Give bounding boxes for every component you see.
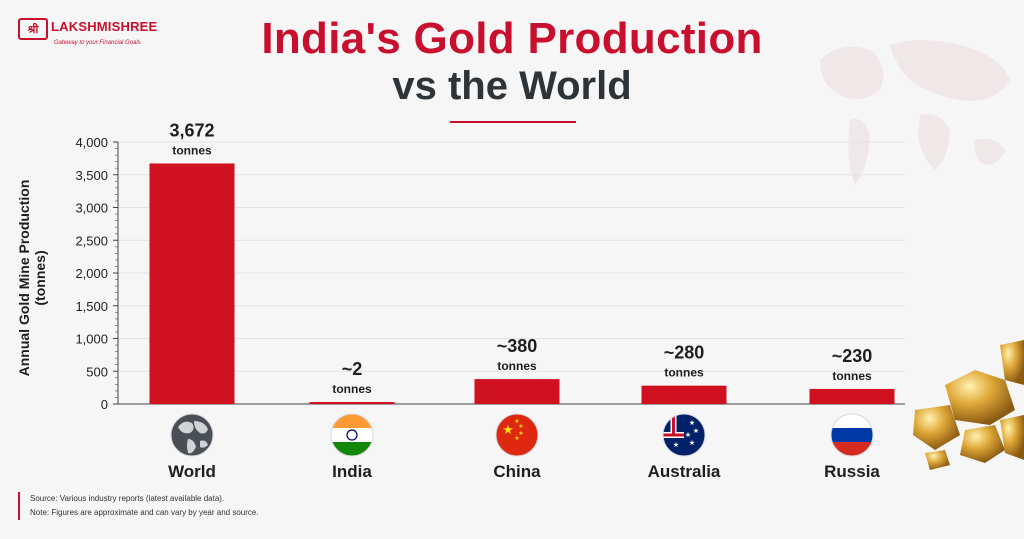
svg-text:★: ★ (689, 439, 695, 447)
china-flag-icon: ★ ★★★★ (495, 413, 539, 457)
note-text: Note: Figures are approximate and can va… (30, 508, 259, 517)
data-label-world: 3,672 (169, 120, 214, 140)
source-note: Source: Various industry reports (latest… (18, 492, 259, 520)
svg-text:★: ★ (693, 427, 699, 435)
brand-name: LAKSHMISHREE (51, 19, 158, 34)
x-tick-label-russia: Russia (824, 462, 880, 481)
y-tick-label: 1,000 (75, 332, 108, 347)
logo-mark: श्री (18, 18, 48, 40)
data-label-australia: ~280 (664, 343, 705, 363)
svg-text:★: ★ (689, 419, 695, 427)
bar-india (309, 402, 395, 404)
x-tick-label-india: India (332, 462, 372, 481)
data-unit-world: tonnes (172, 143, 212, 157)
data-label-china: ~380 (497, 336, 538, 356)
source-text: Source: Various industry reports (latest… (30, 494, 225, 503)
x-tick-label-world: World (168, 462, 216, 481)
data-label-india: ~2 (342, 359, 363, 379)
y-tick-label: 3,000 (75, 201, 108, 216)
data-unit-australia: tonnes (664, 366, 704, 380)
bar-australia (641, 385, 727, 404)
globe-icon (170, 413, 214, 457)
gold-nuggets-image (913, 340, 1024, 470)
y-tick-label: 4,000 (75, 135, 108, 150)
brand-logo[interactable]: श्री LAKSHMISHREE Gateway to your Financ… (18, 18, 158, 52)
bar-china (474, 379, 560, 404)
brand-tagline: Gateway to your Financial Goals (54, 40, 141, 46)
y-tick-label: 500 (86, 364, 108, 379)
bar-russia (809, 388, 895, 404)
y-tick-label: 0 (101, 397, 108, 412)
x-tick-label-australia: Australia (648, 462, 721, 481)
russia-flag-icon (830, 413, 874, 457)
y-tick-label: 3,500 (75, 168, 108, 183)
page-subtitle: vs the World (392, 64, 632, 108)
data-unit-russia: tonnes (832, 369, 872, 383)
y-tick-label: 1,500 (75, 299, 108, 314)
svg-text:★: ★ (685, 431, 691, 439)
svg-text:★: ★ (514, 418, 519, 425)
svg-text:★: ★ (518, 423, 523, 430)
australia-flag-icon: ★★★★★ (662, 413, 706, 457)
bar-world (149, 163, 235, 404)
india-flag-icon (330, 413, 374, 457)
svg-text:★: ★ (514, 435, 519, 442)
page-title: India's Gold Production (261, 14, 763, 63)
x-tick-label-china: China (493, 462, 541, 481)
data-unit-china: tonnes (497, 359, 537, 373)
svg-text:★: ★ (502, 422, 514, 437)
svg-text:★: ★ (673, 441, 679, 449)
data-label-russia: ~230 (832, 346, 873, 366)
title-divider (450, 121, 576, 123)
world-map-background (820, 40, 1010, 185)
data-unit-india: tonnes (332, 382, 372, 396)
y-tick-label: 2,500 (75, 233, 108, 248)
y-tick-label: 2,000 (75, 266, 108, 281)
svg-text:★: ★ (518, 430, 523, 437)
